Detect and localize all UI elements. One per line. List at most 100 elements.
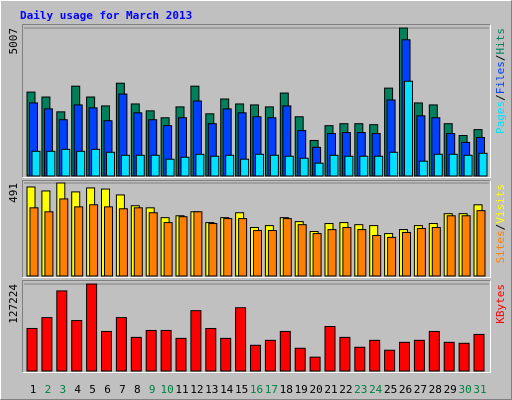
x-tick-label: 3 — [59, 383, 66, 396]
bar — [428, 330, 440, 372]
x-tick-label: 28 — [429, 383, 442, 396]
bar — [354, 346, 366, 372]
bar — [416, 227, 426, 277]
legend-entry: Hits — [494, 28, 507, 55]
bar — [253, 230, 262, 277]
x-tick-label: 5 — [89, 383, 96, 396]
bar — [443, 341, 455, 372]
legend-separator: / — [494, 55, 507, 62]
bar — [387, 236, 397, 277]
bar — [225, 154, 235, 177]
bar — [133, 207, 143, 277]
bar — [402, 231, 411, 277]
bar — [339, 336, 351, 372]
bar — [279, 330, 291, 372]
x-tick-label: 31 — [473, 383, 486, 396]
bar — [148, 212, 158, 277]
bar — [59, 198, 69, 277]
bar — [294, 347, 306, 372]
bar — [120, 154, 130, 177]
x-tick-label: 26 — [399, 383, 412, 396]
bar — [342, 227, 352, 277]
bar — [71, 320, 83, 372]
bar — [115, 317, 127, 372]
legend-entry: Visits — [494, 184, 507, 224]
bar — [446, 215, 456, 277]
bar — [327, 229, 337, 277]
legend-entry: Files — [494, 61, 507, 94]
bar — [264, 339, 276, 372]
x-tick-label: 1 — [30, 383, 37, 396]
bar — [374, 155, 384, 177]
bar — [255, 153, 264, 177]
bar — [135, 154, 145, 177]
x-tick-label: 10 — [160, 383, 173, 396]
bar — [448, 153, 458, 177]
bar — [91, 148, 101, 177]
x-tick-label: 11 — [175, 383, 188, 396]
bar — [74, 206, 84, 277]
x-tick-label: 21 — [324, 383, 337, 396]
legend-separator: / — [494, 224, 507, 231]
legend-separator: / — [494, 94, 507, 101]
bar — [150, 154, 160, 177]
x-tick-label: 29 — [444, 383, 457, 396]
y-tick-label: 127224 — [7, 284, 20, 324]
legend-entry: Sites — [494, 230, 507, 263]
x-tick-label: 18 — [280, 383, 293, 396]
bar — [413, 339, 425, 372]
bar — [61, 148, 71, 177]
bar — [324, 326, 336, 372]
bar — [461, 215, 471, 277]
bar — [384, 349, 396, 372]
bar — [130, 336, 142, 372]
bar — [372, 234, 382, 277]
x-tick-label: 6 — [104, 383, 111, 396]
x-tick-label: 16 — [250, 383, 263, 396]
bar — [205, 327, 217, 372]
bar — [41, 317, 53, 372]
x-tick-label: 7 — [119, 383, 126, 396]
x-tick-label: 2 — [45, 383, 52, 396]
bar — [195, 153, 205, 177]
bar — [160, 329, 172, 372]
panel-shadow — [22, 24, 491, 178]
bar — [299, 157, 309, 177]
bar — [238, 218, 248, 277]
x-tick-label: 20 — [309, 383, 322, 396]
bar — [269, 154, 279, 177]
x-tick-label: 30 — [458, 383, 471, 396]
panel-light — [22, 280, 491, 373]
y-tick-label: 5007 — [7, 28, 20, 55]
bar — [178, 216, 188, 277]
bar — [175, 337, 187, 372]
bar — [369, 339, 381, 372]
bar — [389, 151, 399, 177]
bar — [458, 342, 470, 372]
panel-shadow — [22, 280, 491, 373]
bar — [118, 208, 128, 277]
bar — [104, 206, 113, 277]
bar — [208, 223, 218, 277]
bar — [284, 155, 294, 177]
legend-entry: Pages — [494, 101, 507, 134]
panel-light — [22, 24, 491, 178]
bar — [89, 204, 99, 277]
bar — [240, 158, 250, 177]
bar — [473, 333, 485, 372]
bar — [220, 337, 232, 372]
bar — [433, 153, 443, 177]
bar — [418, 160, 428, 177]
bar — [250, 344, 261, 372]
y-tick-label: 491 — [7, 183, 20, 203]
x-tick-label: 14 — [220, 383, 234, 396]
bar — [56, 290, 68, 372]
x-tick-label: 12 — [190, 383, 203, 396]
bar — [329, 154, 339, 177]
legend: Pages/Files/Hits — [494, 28, 507, 134]
x-tick-label: 17 — [265, 383, 278, 396]
legend: Sites/Visits — [494, 184, 507, 264]
x-tick-label: 13 — [205, 383, 218, 396]
x-tick-label: 8 — [134, 383, 141, 396]
